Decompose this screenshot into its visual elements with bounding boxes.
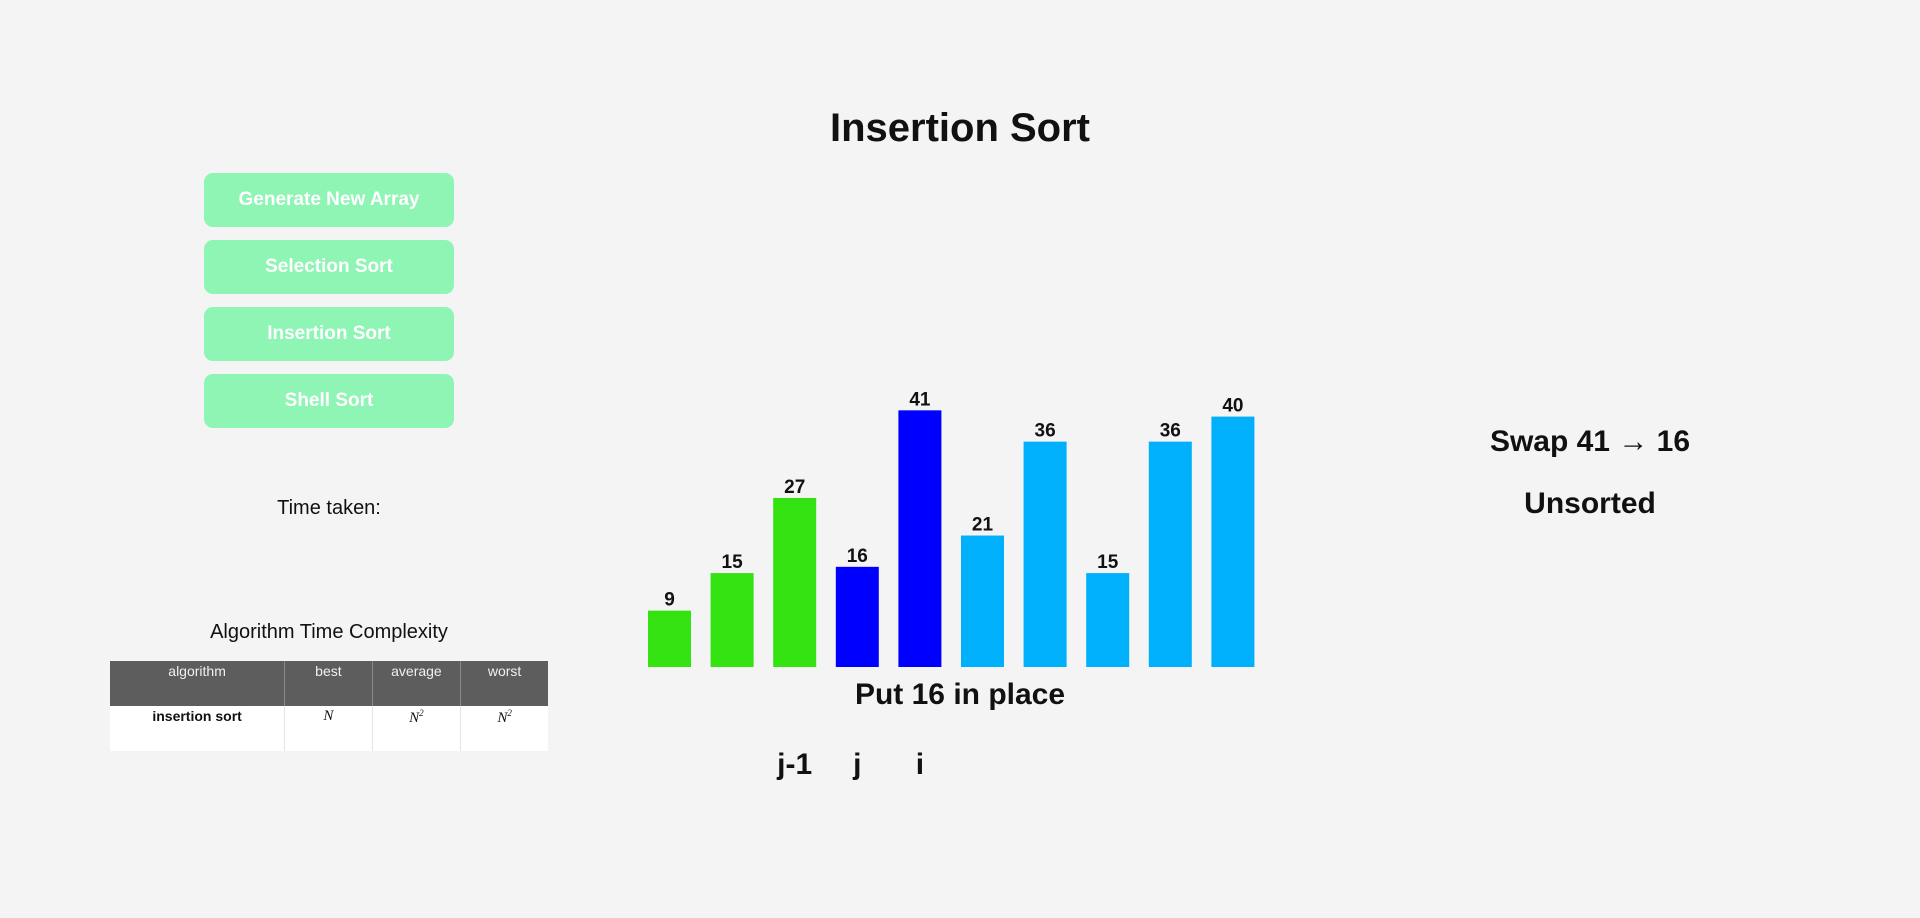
bar-value-label: 36 [1160,421,1181,442]
array-bar [648,610,691,667]
generate-new-array-button[interactable]: Generate New Array [204,173,454,227]
table-row: insertion sort N N2 N2 [110,706,548,751]
array-bar [1211,416,1255,667]
bar-value-label: 41 [909,389,931,410]
cell-best: N [284,706,373,751]
array-bar [898,410,942,667]
bar-value-label: 9 [664,590,675,611]
bar-value-label: 40 [1222,396,1243,417]
bar-value-label: 15 [1097,552,1119,573]
best-value: N [323,708,334,724]
header-algorithm: algorithm [110,661,286,706]
complexity-table: algorithm best average worst insertion s… [110,661,548,751]
array-bar [1023,441,1067,667]
array-bar [835,566,879,667]
swap-status: Swap 41 → 16 [1489,425,1691,458]
status-panel: Swap 41 → 16 Unsorted [1440,420,1740,526]
bar-value-label: 15 [722,552,744,573]
index-pointer-j-minus-1: j-1 [777,748,813,781]
selection-sort-button[interactable]: Selection Sort [204,240,454,294]
worst-value: N [497,710,508,726]
complexity-header-row: algorithm best average worst [110,661,548,706]
array-bar-chart: 9 15 27 16 41 21 36 15 36 40 [648,389,1255,667]
index-pointer-i: i [915,748,925,781]
cell-worst: N2 [460,706,548,751]
array-bar [1086,573,1130,667]
complexity-title: Algorithm Time Complexity [210,621,448,643]
bar-value-label: 21 [972,515,994,536]
array-bar [1148,441,1192,667]
time-taken-label: Time taken: [277,497,381,519]
page-title: Insertion Sort [829,106,1091,150]
insertion-sort-button[interactable]: Insertion Sort [204,307,454,361]
header-best: best [284,661,373,706]
shell-sort-button[interactable]: Shell Sort [204,374,454,428]
cell-average: N2 [372,706,462,751]
worst-exponent: 2 [507,708,512,718]
array-bar [773,497,817,667]
bar-value-label: 27 [784,477,805,498]
bar-value-label: 16 [847,546,868,567]
array-bar [710,573,754,667]
cell-algorithm: insertion sort [110,706,286,751]
average-exponent: 2 [419,708,424,718]
algorithm-button-panel: Generate New Array Selection Sort Insert… [204,173,454,441]
bar-value-label: 36 [1035,421,1056,442]
average-value: N [409,710,420,726]
index-pointer-j: j [853,748,862,781]
header-average: average [372,661,462,706]
step-caption: Put 16 in place [854,678,1066,711]
array-bar [961,535,1004,667]
sort-state-status: Unsorted [1524,487,1656,520]
header-worst: worst [460,661,548,706]
